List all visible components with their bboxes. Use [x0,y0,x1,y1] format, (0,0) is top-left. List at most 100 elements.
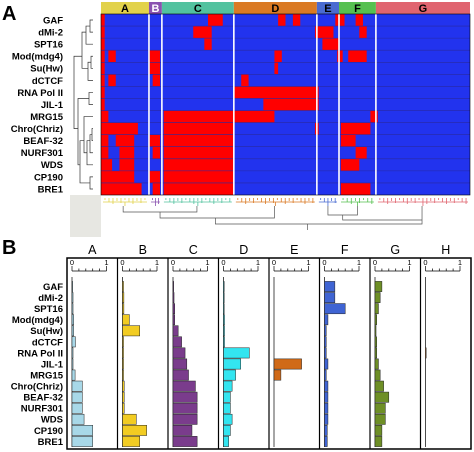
category-label-mod-mdg4: Mod(mdg4) [12,315,63,326]
bar-d-gaf [223,281,225,292]
bar-g-beaf-32 [374,391,390,403]
panel-b-bar-charts: A0 1B0 1C0 1D0 1E0 1F0 1G0 1H0 1GAFdMi-2SPT16Mod… [11,243,472,450]
bar-a-wds [71,413,85,425]
heatmap-cell-nurf301-0 [101,146,109,159]
bar-panel-title-g: G [390,243,400,257]
heatmap-cell-mrg15-3 [370,110,378,123]
row-label-gaf: GAF [43,15,63,26]
heatmap-cell-su-hw-1 [148,62,161,75]
bar-d-dctcf [223,336,225,348]
heatmap-cell-jil-1-0 [101,98,105,111]
bar-b-su-hw [122,325,140,337]
heatmap-cell-su-hw-0 [101,62,105,75]
tick-label-0: 0 [322,258,326,267]
bar-d-jil-1 [223,358,241,370]
bar-b-cp190 [122,425,147,436]
bar-c-su-hw [172,325,179,337]
bar-f-mod-mdg4 [324,314,329,326]
tick-label-0: 0 [373,258,377,267]
row-dendrogram-branch [89,19,93,33]
bar-e-jil-1 [273,358,302,370]
heatmap-cell-chro-chriz-3 [340,122,371,135]
bar-g-wds [374,413,386,425]
bar-b-mrg15 [122,369,124,381]
cluster-header-d [233,2,317,14]
bar-b-beaf-32 [122,391,125,403]
bar-g-jil-1 [374,358,379,370]
bar-c-mrg15 [172,369,189,381]
heatmap-cell-mod-mdg4-3 [274,50,282,63]
bar-f-dmi-2 [324,292,336,303]
row-label-chro-chriz: Chro(Chriz) [11,124,63,135]
bar-a-chro-chriz [71,380,83,392]
category-label-chro-chriz: Chro(Chriz) [11,382,63,393]
row-label-dctcf: dCTCF [32,76,63,87]
bar-panel-title-f: F [341,243,349,257]
cluster-header-a [101,2,149,14]
heatmap-cell-nurf301-4 [355,146,367,159]
tick-label-1: 1 [155,258,159,267]
bar-c-chro-chriz [172,380,196,392]
bar-b-dctcf [122,336,124,348]
category-label-spt16: SPT16 [34,304,63,315]
category-label-nurf301: NURF301 [21,404,64,415]
heatmap-cell-gaf-2 [278,14,286,27]
row-label-rna-pol-ii: RNA Pol II [17,88,63,99]
heatmap-cell-wds-0 [101,158,113,171]
bar-h-rna-pol-ii [425,347,427,359]
bar-d-beaf-32 [223,391,231,403]
bar-b-nurf301 [122,402,125,414]
bar-d-cp190 [223,425,231,436]
row-dendrogram-branch [87,61,93,81]
bar-g-mod-mdg4 [374,314,377,326]
row-dendrogram-branch [85,25,93,45]
heatmap-cell-bre1-3 [340,182,371,195]
bar-b-chro-chriz [122,380,125,392]
bar-c-gaf [172,281,174,292]
heatmap-cell-spt16-1 [204,38,212,51]
bar-panel-title-d: D [239,243,248,257]
heatmap-cell-nurf301-1 [119,146,135,159]
category-label-gaf: GAF [43,282,63,293]
bar-f-spt16 [324,303,346,315]
heatmap-cell-rna-pol-ii-1 [233,86,319,99]
corner-filler [70,195,101,237]
heatmap-cell-dmi-2-2 [315,26,334,39]
heatmap-cell-gaf-3 [292,14,301,27]
bar-f-mrg15 [324,369,327,381]
bar-g-mrg15 [374,369,381,381]
heatmap-cell-mrg15-1 [163,110,234,123]
heatmap-cell-wds-2 [163,158,234,171]
bar-b-rna-pol-ii [122,347,124,359]
bar-a-spt16 [71,303,74,315]
bar-g-nurf301 [374,402,386,414]
row-label-dmi-2: dMi-2 [38,28,63,39]
bar-f-gaf [324,281,336,292]
heatmap-cell-chro-chriz-1 [163,122,234,135]
category-label-dctcf: dCTCF [32,337,63,348]
bar-f-su-hw [324,325,327,337]
row-label-bre1: BRE1 [38,184,64,195]
column-dendrogram-d [235,198,315,206]
tick-label-1: 1 [458,258,462,267]
heatmap-cell-beaf-32-4 [340,134,356,147]
bar-f-wds [324,413,329,425]
bar-panel-title-c: C [189,243,198,257]
bar-b-spt16 [122,303,125,315]
bar-c-beaf-32 [172,391,198,403]
category-label-dmi-2: dMi-2 [38,293,63,304]
heatmap-cell-chro-chriz-0 [101,122,138,135]
heatmap-cell-cp190-2 [163,170,234,183]
row-label-wds: WDS [41,160,63,171]
bar-d-bre1 [223,436,229,447]
heatmap-cell-dmi-2-1 [193,26,212,39]
cluster-header-g [375,2,470,14]
cluster-label-e: E [324,3,331,15]
tick-label-0: 0 [171,258,175,267]
row-dendrogram-branch [83,116,93,154]
bar-a-su-hw [71,325,74,337]
bar-panel-title-b: B [139,243,147,257]
bar-c-rna-pol-ii [172,347,186,359]
heatmap-cell-dctcf-1 [108,74,116,87]
